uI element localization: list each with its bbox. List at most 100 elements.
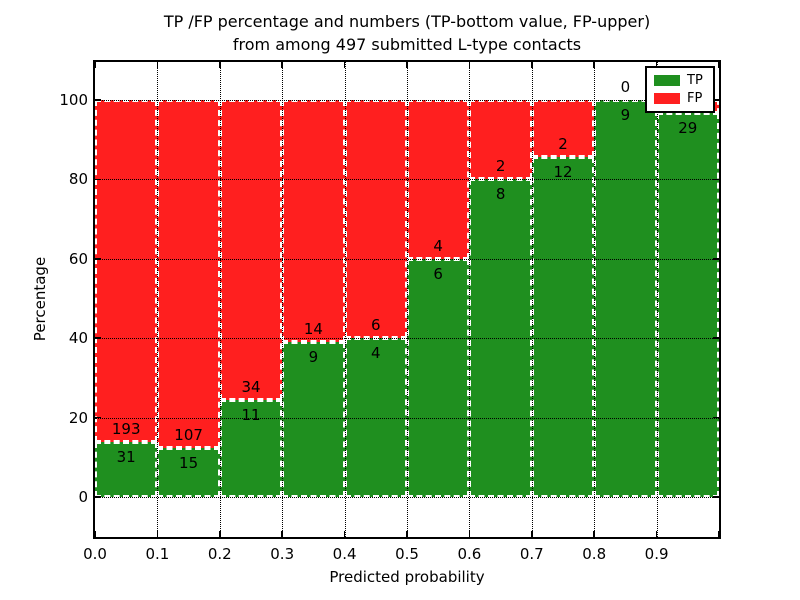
fp-bar-segment [344,100,407,339]
tp-count-label: 9 [308,347,319,366]
tp-count-label: 15 [179,454,199,473]
y-tick-label: 20 [68,408,88,427]
tp-count-label: 31 [116,448,136,467]
y-tick-mark [713,416,719,419]
gridline-vertical [656,62,658,537]
x-tick-mark [531,531,533,537]
gridline-horizontal [95,417,719,419]
x-tick-label: 0.7 [519,545,544,563]
x-tick-mark [94,531,96,537]
x-axis-label: Predicted probability [329,568,485,586]
x-tick-label: 0.9 [644,545,669,563]
x-tick-label: 0.8 [582,545,607,563]
y-tick-mark [713,99,719,101]
fp-count-label: 0 [620,78,631,96]
tp-count-label: 11 [241,405,261,424]
x-tick-label: 0.4 [332,545,357,563]
fp-bar-segment [469,100,532,180]
tp-count-label: 8 [495,185,506,204]
tp-legend-swatch [654,75,680,86]
x-tick-mark [593,62,595,68]
fp-bar-segment [219,100,283,400]
x-tick-mark [655,62,658,68]
fp-count-label: 193 [111,420,141,439]
y-tick-mark [95,99,101,101]
fp-bar-segment [157,100,220,449]
y-tick-mark [95,416,101,419]
gridline-vertical [282,62,284,537]
tp-bar-segment [219,399,283,497]
tp-bar-segment [656,113,719,497]
y-tick-mark [95,337,101,339]
grid-layer [95,62,719,537]
y-tick-mark [95,258,101,260]
fp-count-label: 4 [433,236,443,255]
y-tick-label: 60 [68,249,88,268]
x-tick-mark [468,62,471,68]
fp-legend-label: FP [687,91,703,106]
gridline-vertical [219,62,221,537]
x-tick-label: 0.1 [145,545,170,563]
y-tick-mark [95,178,101,181]
tp-bar-segment [157,448,220,497]
x-tick-mark [343,62,346,68]
y-tick-label: 40 [68,329,88,348]
x-tick-mark [343,531,346,537]
fp-count-label: 2 [558,134,568,153]
x-tick-mark [655,531,658,537]
fp-count-label: 6 [371,316,381,335]
x-tick-label: 0.2 [207,545,232,563]
legend-item-fp: FP [654,92,706,105]
gridline-vertical [469,62,471,537]
y-tick-label: 0 [78,488,88,506]
chart-title-line1: TP /FP percentage and numbers (TP-bottom… [163,12,651,31]
x-tick-label: 0.6 [457,545,482,563]
plot-area: 1933110715341114964462821209129 [93,60,721,539]
gridline-vertical [531,62,533,537]
tp-bar-segment [407,258,470,497]
legend: TP FP [645,66,715,113]
x-tick-mark [531,62,533,68]
x-tick-mark [281,531,283,537]
ticks-layer [94,62,720,537]
x-tick-label: 0.0 [83,545,107,563]
x-tick-mark [593,531,595,537]
tp-count-label: 6 [433,264,443,283]
y-tick-mark [713,258,719,260]
x-tick-mark [219,62,221,68]
x-tick-mark [718,531,720,537]
gridline-horizontal [95,258,719,260]
tp-count-label: 12 [553,162,573,181]
x-tick-mark [156,531,159,537]
tp-bar-segment [531,156,595,497]
gridline-horizontal [95,179,719,181]
gridline-horizontal [95,338,719,340]
y-tick-mark [713,178,719,181]
fp-count-label: 107 [174,426,203,445]
gridline-vertical [594,62,596,537]
y-tick-mark [713,496,719,498]
x-tick-label: 0.5 [395,545,419,563]
tp-bar-segment [282,341,345,497]
gridline-vertical [157,62,159,537]
x-tick-mark [406,531,408,537]
fp-count-label: 34 [241,377,261,396]
tp-bar-segment [594,100,657,497]
x-tick-mark [219,531,221,537]
chart-title: TP /FP percentage and numbers (TP-bottom… [164,10,650,56]
fp-bar-segment [95,100,158,443]
y-tick-label: 100 [59,91,88,109]
y-tick-mark [713,337,719,339]
x-tick-mark [718,62,720,68]
chart-title-line2: from among 497 submitted L-type contacts [232,35,582,54]
x-tick-label: 0.3 [270,545,295,563]
tp-count-label: 29 [678,119,698,138]
y-axis-label: Percentage [31,256,49,342]
fp-count-label: 14 [303,319,323,338]
bars-layer [95,62,719,537]
x-tick-mark [406,62,408,68]
gridline-vertical [344,62,346,537]
x-tick-mark [94,62,96,68]
gridline-horizontal [95,100,719,101]
